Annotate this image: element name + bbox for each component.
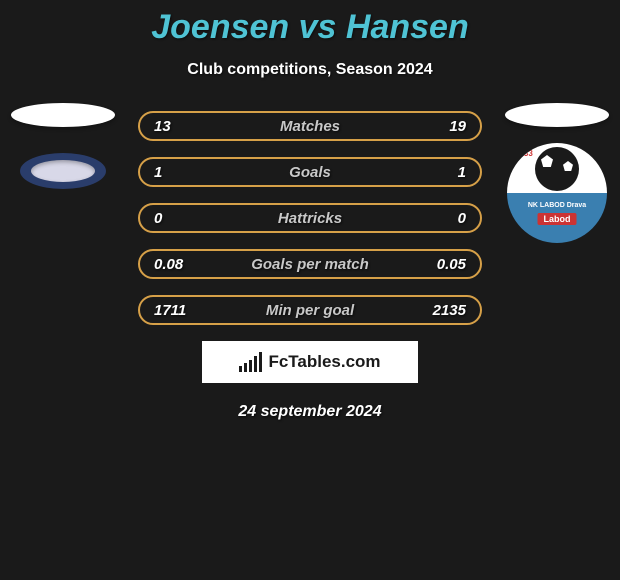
left-team-column: [8, 103, 118, 189]
soccer-ball-icon: [535, 147, 579, 191]
left-flag-icon: [11, 103, 115, 127]
brand-text: FcTables.com: [268, 352, 380, 372]
comparison-content: 1933 NK LABOD Drava Labod 13 Matches 19 …: [0, 111, 620, 421]
right-team-column: 1933 NK LABOD Drava Labod: [502, 103, 612, 243]
stat-label: Hattricks: [278, 210, 342, 227]
stat-left-value: 1711: [154, 302, 186, 319]
stat-right-value: 0: [458, 210, 466, 227]
brand-badge: FcTables.com: [202, 341, 418, 383]
footer-date: 24 september 2024: [0, 403, 620, 421]
crest-name: NK LABOD Drava: [528, 202, 586, 209]
page-subtitle: Club competitions, Season 2024: [0, 61, 620, 79]
stat-label: Goals: [289, 164, 331, 181]
stat-left-value: 0.08: [154, 256, 183, 273]
crest-ribbon: Labod: [538, 213, 577, 225]
stat-left-value: 13: [154, 118, 171, 135]
page-title: Joensen vs Hansen: [0, 0, 620, 47]
stat-row-hattricks: 0 Hattricks 0: [138, 203, 482, 233]
crest-year: 1933: [515, 149, 533, 158]
stat-label: Goals per match: [251, 256, 369, 273]
stat-left-value: 0: [154, 210, 162, 227]
stat-right-value: 2135: [433, 302, 466, 319]
stat-row-matches: 13 Matches 19: [138, 111, 482, 141]
stat-right-value: 1: [458, 164, 466, 181]
left-crest-icon: [20, 153, 106, 189]
stat-right-value: 0.05: [437, 256, 466, 273]
right-crest-icon: 1933 NK LABOD Drava Labod: [507, 143, 607, 243]
right-flag-icon: [505, 103, 609, 127]
stat-row-goals-per-match: 0.08 Goals per match 0.05: [138, 249, 482, 279]
brand-bars-icon: [239, 352, 262, 372]
stat-row-min-per-goal: 1711 Min per goal 2135: [138, 295, 482, 325]
stat-right-value: 19: [449, 118, 466, 135]
stat-label: Matches: [280, 118, 340, 135]
stat-label: Min per goal: [266, 302, 354, 319]
stat-row-goals: 1 Goals 1: [138, 157, 482, 187]
stat-left-value: 1: [154, 164, 162, 181]
stat-rows: 13 Matches 19 1 Goals 1 0 Hattricks 0 0.…: [138, 111, 482, 325]
